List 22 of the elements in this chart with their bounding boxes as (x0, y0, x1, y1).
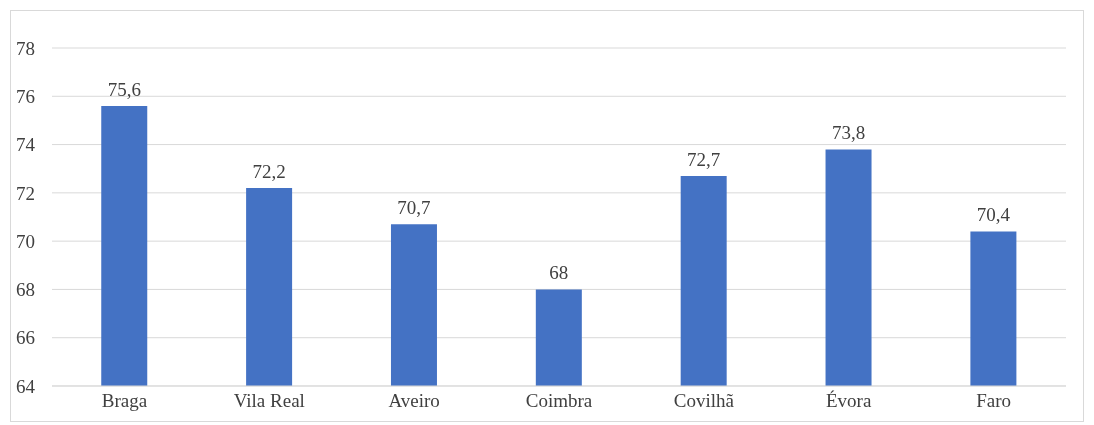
x-tick-label: Faro (976, 390, 1011, 412)
y-tick-label: 70 (16, 230, 35, 252)
x-tick-label: Vila Real (233, 390, 305, 412)
data-label: 70,4 (976, 204, 1011, 226)
y-tick-label: 72 (16, 182, 35, 204)
data-label: 75,6 (107, 78, 141, 100)
data-label: 68 (549, 262, 569, 284)
data-label: 73,8 (831, 122, 866, 144)
y-tick-label: 66 (16, 327, 35, 349)
x-tick-label: Covilhã (673, 390, 735, 412)
y-tick-label: 76 (16, 86, 35, 108)
x-tick-label: Coimbra (525, 390, 593, 412)
x-tick-label: Braga (101, 390, 148, 412)
x-tick-label: Aveiro (388, 390, 440, 412)
y-tick-label: 68 (16, 279, 35, 301)
data-label: 72,7 (687, 148, 721, 170)
y-tick-label: 78 (16, 37, 35, 59)
data-label: 72,2 (252, 161, 286, 183)
y-tick-label: 64 (16, 375, 36, 397)
data-label: 70,7 (397, 197, 431, 219)
y-tick-label: 74 (16, 134, 36, 156)
x-tick-label: Évora (826, 390, 872, 412)
